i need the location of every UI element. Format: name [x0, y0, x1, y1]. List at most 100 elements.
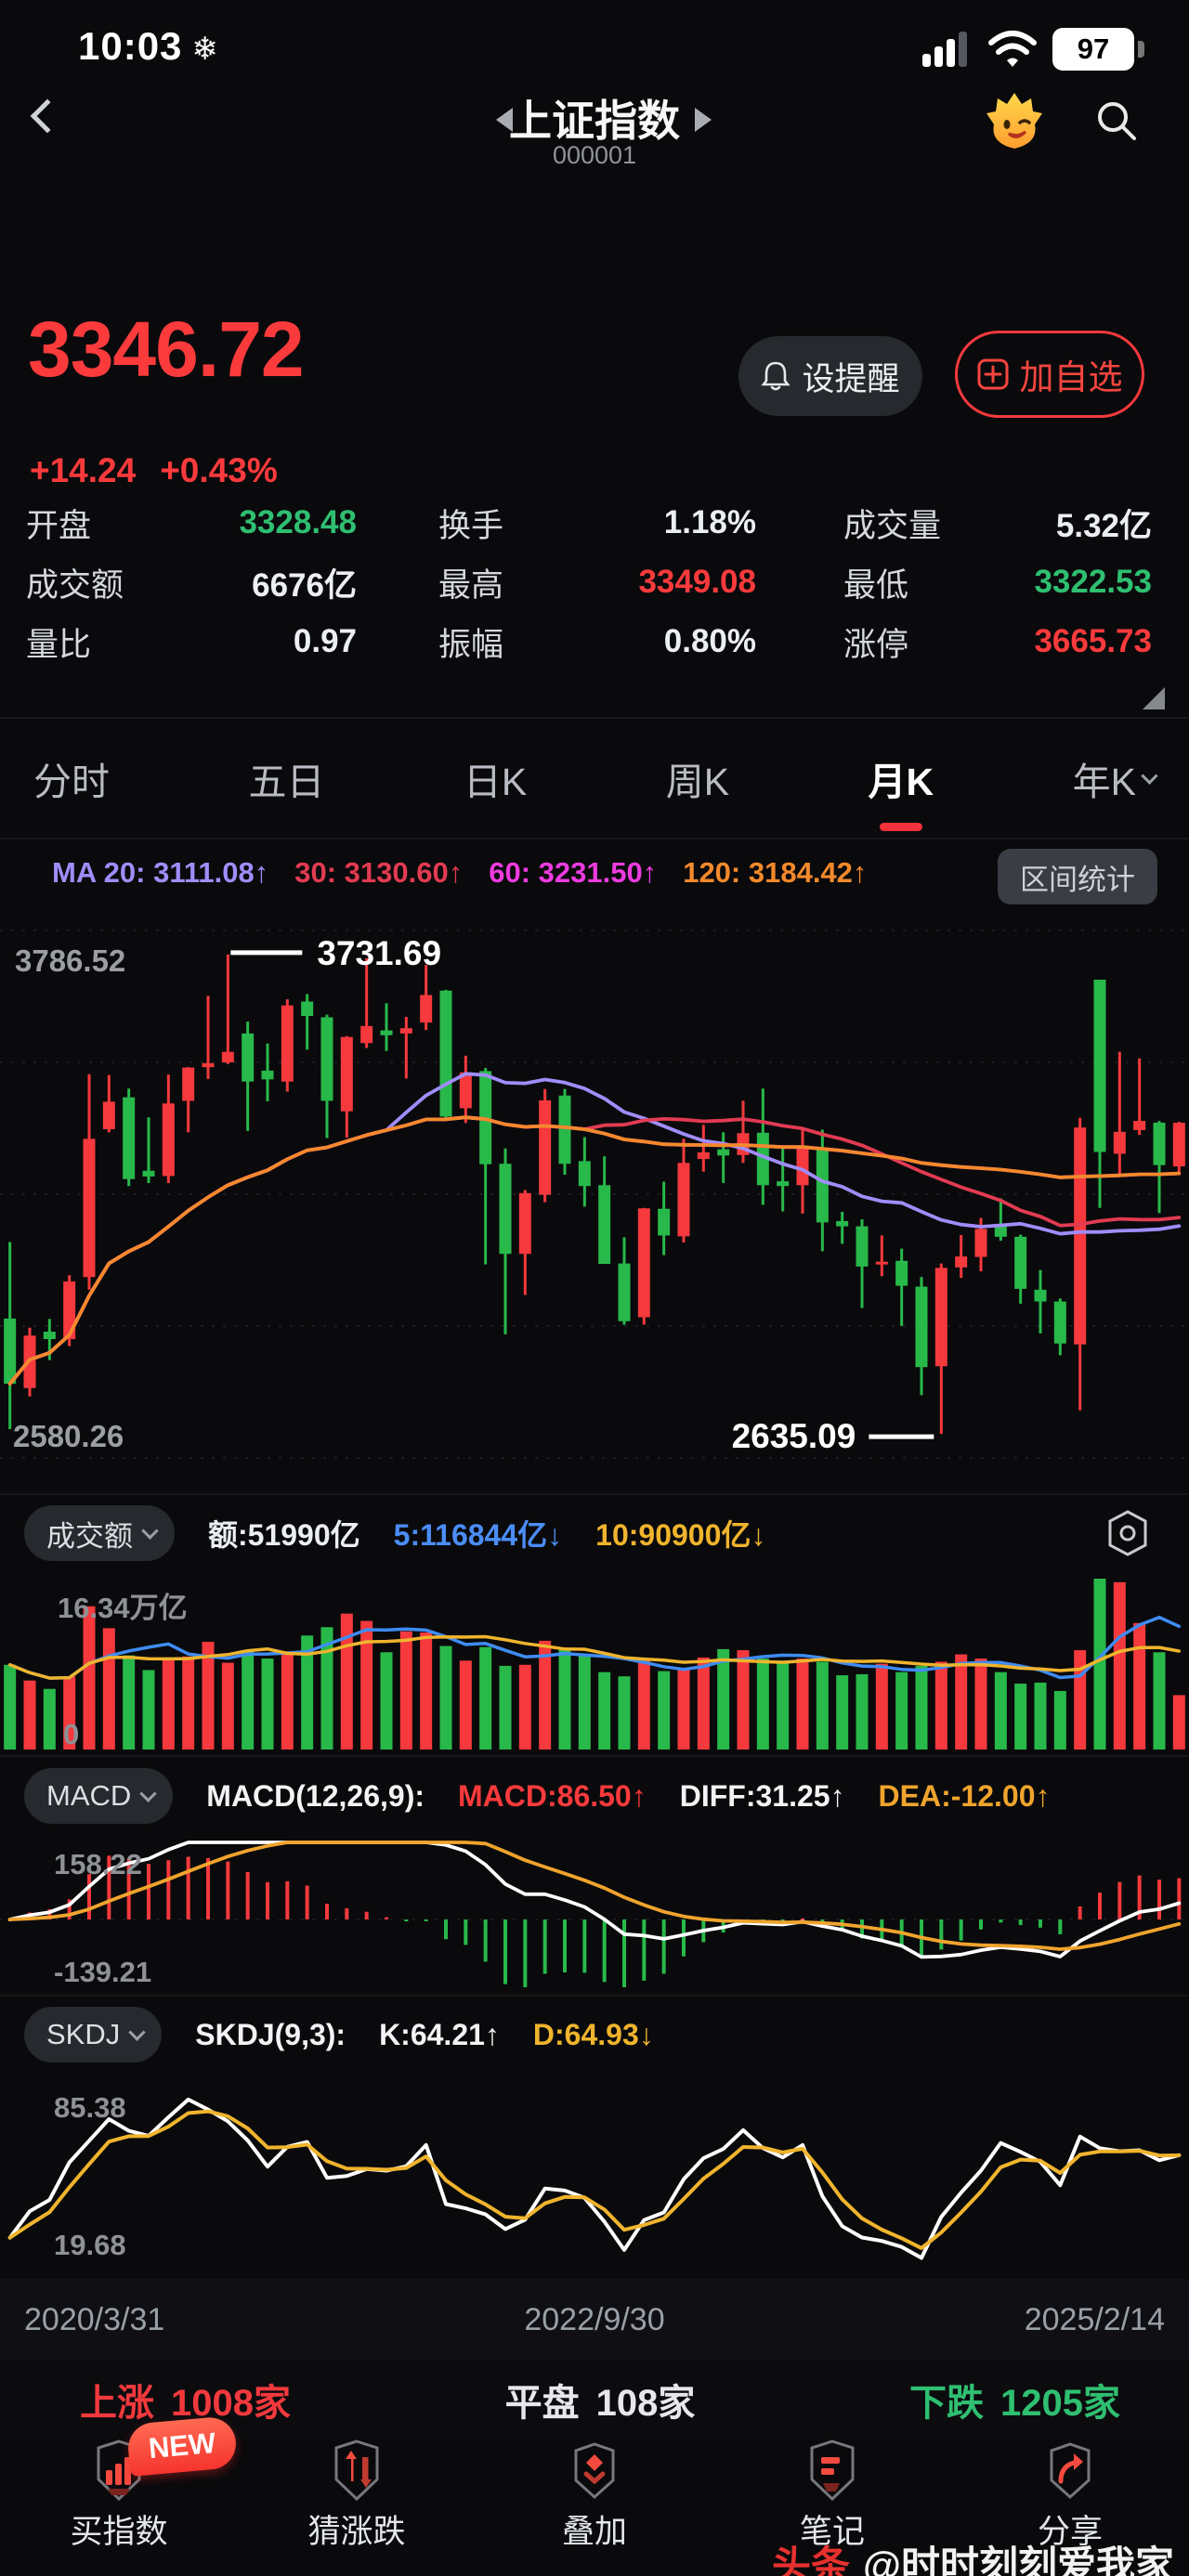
macd-diff: DIFF:31.25↑: [679, 1778, 845, 1813]
skdj-chart[interactable]: 85.38 19.68: [0, 2073, 1189, 2279]
kline-chart[interactable]: 3786.52 2580.26 3731.69 2635.09: [0, 921, 1189, 1482]
stat-value-0: 3328.48: [239, 504, 357, 540]
svg-text:2635.09: 2635.09: [732, 1417, 856, 1455]
stat-label: 量比: [26, 626, 92, 663]
stat-value-1: 1.18%: [663, 504, 756, 540]
battery-icon: 97: [1052, 28, 1134, 71]
decliners[interactable]: 下跌 1205家: [909, 2383, 1120, 2424]
stat-value-6: 0.97: [293, 623, 357, 659]
up-down-arrows-icon: [334, 2439, 379, 2502]
ma30-legend: 30: 3130.60↑: [294, 856, 464, 889]
watermark-brand: 头条: [772, 2543, 851, 2576]
share-icon: [1050, 2442, 1091, 2500]
tab-yuek[interactable]: 月K: [868, 761, 934, 803]
stock-code: 000001: [552, 141, 637, 169]
stat-label: 成交量: [843, 507, 942, 544]
nav-label: 笔记: [799, 2514, 865, 2550]
macd-dea: DEA:-12.00↑: [878, 1778, 1051, 1813]
last-price: 3346.72: [28, 306, 305, 393]
x-axis-mid: 2022/9/30: [524, 2301, 665, 2337]
ma120-legend: 120: 3184.42↑: [683, 856, 868, 889]
stat-label: 最低: [843, 566, 909, 604]
stat-label: 振幅: [438, 626, 504, 663]
watermark-handle: @时时刻刻爱我家: [863, 2543, 1174, 2576]
bar-chart-icon: [97, 2439, 141, 2502]
prev-stock-arrow-icon[interactable]: [496, 108, 513, 132]
x-axis-start: 2020/3/31: [24, 2301, 165, 2337]
nav-notes[interactable]: 笔记: [713, 2439, 951, 2576]
nav-overlay[interactable]: 叠加: [476, 2439, 713, 2576]
svg-text:2580.26: 2580.26: [13, 1419, 124, 1453]
skdj-k: K:64.21↑: [379, 2017, 500, 2051]
chevron-down-icon: [141, 1521, 159, 1540]
stat-value-5: 3322.53: [1034, 564, 1152, 600]
note-icon: [810, 2439, 855, 2502]
stat-value-3: 6676亿: [252, 566, 357, 604]
svg-text:3786.52: 3786.52: [15, 943, 125, 978]
svg-text:16.34万亿: 16.34万亿: [58, 1592, 188, 1624]
stat-value-7: 0.80%: [663, 623, 756, 659]
watermark: 头条 @时时刻刻爱我家: [772, 2534, 1174, 2576]
active-tab-underline: [879, 823, 922, 831]
add-watchlist-button[interactable]: 加自选: [955, 331, 1144, 418]
macd-header: MACD MACD(12,26,9): MACD:86.50↑ DIFF:31.…: [0, 1755, 1189, 1835]
stat-value-8: 3665.73: [1034, 623, 1152, 659]
skdj-formula: SKDJ(9,3):: [195, 2017, 346, 2051]
x-axis: 2020/3/31 2022/9/30 2025/2/14: [0, 2279, 1189, 2361]
nav-label: 买指数: [70, 2514, 168, 2550]
chevron-down-icon: [128, 2023, 146, 2041]
stat-label: 成交额: [26, 566, 124, 604]
svg-text:-139.21: -139.21: [54, 1956, 151, 1988]
tab-wuri[interactable]: 五日: [248, 761, 325, 803]
tab-fenshi[interactable]: 分时: [33, 761, 110, 803]
range-stats-button[interactable]: 区间统计: [998, 849, 1157, 904]
skdj-d: D:64.93↓: [532, 2017, 654, 2051]
ma20-legend: MA 20: 3111.08↑: [52, 856, 269, 889]
nav-guess-updown[interactable]: 猜涨跌: [238, 2439, 476, 2576]
add-box-icon: [977, 358, 1008, 390]
stat-value-4: 3349.08: [638, 564, 756, 600]
x-axis-end: 2025/2/14: [1024, 2301, 1165, 2337]
svg-text:85.38: 85.38: [54, 2091, 126, 2124]
market-breadth: 上涨 1008家 平盘 108家 下跌 1205家: [0, 2361, 1189, 2439]
volume-chart[interactable]: 16.34万亿 0: [0, 1571, 1189, 1755]
nav-label: 分享: [1037, 2514, 1103, 2550]
volume-ma5: 5:116844亿↓: [393, 1518, 563, 1552]
macd-chart[interactable]: 158.22 -139.21: [0, 1835, 1189, 1995]
page-title: 上证指数: [509, 97, 680, 145]
unchanged[interactable]: 平盘 108家: [504, 2383, 696, 2424]
nav-share[interactable]: 分享: [951, 2439, 1189, 2576]
signal-icon: [922, 32, 967, 67]
tab-niank[interactable]: 年K: [1073, 750, 1158, 806]
volume-amount: 额:51990亿: [208, 1518, 360, 1552]
stat-value-2: 5.32亿: [1055, 507, 1152, 544]
skdj-indicator-selector[interactable]: SKDJ: [24, 2007, 163, 2062]
nav-buy-index[interactable]: 买指数 NEW: [0, 2415, 239, 2576]
search-icon[interactable]: [1092, 97, 1141, 145]
tab-zhouk[interactable]: 周K: [665, 761, 730, 803]
macd-value: MACD:86.50↑: [458, 1778, 647, 1813]
stat-label: 开盘: [26, 507, 92, 544]
chevron-down-icon: [139, 1784, 157, 1802]
volume-indicator-selector[interactable]: 成交额: [24, 1505, 175, 1561]
expand-stats-icon[interactable]: [1143, 687, 1165, 709]
snowflake-icon: ❄: [191, 32, 219, 67]
stat-label: 换手: [438, 507, 504, 544]
set-alert-button[interactable]: 设提醒: [738, 336, 922, 416]
chevron-down-icon: [1141, 766, 1158, 785]
ma-legend: MA 20: 3111.08↑ 30: 3130.60↑ 60: 3231.50…: [52, 856, 867, 890]
period-tabbar: 分时 五日 日K 周K 月K 年K: [0, 717, 1189, 839]
tab-rik[interactable]: 日K: [463, 761, 528, 803]
bottom-nav: 买指数 NEW 猜涨跌 叠加: [0, 2415, 1189, 2576]
avatar[interactable]: [985, 91, 1044, 152]
nav-label: 猜涨跌: [307, 2514, 406, 2550]
advancers[interactable]: 上涨 1008家: [80, 2383, 291, 2424]
quote-stats-grid: 开盘 3328.48 换手 1.18% 成交量 5.32亿 成交额 6676亿 最高 33…: [26, 500, 1152, 665]
next-stock-arrow-icon[interactable]: [695, 108, 712, 132]
svg-text:19.68: 19.68: [54, 2229, 126, 2261]
gear-icon[interactable]: [1105, 1509, 1150, 1557]
status-time: 10:03 ❄: [78, 24, 219, 68]
layers-icon: [574, 2442, 615, 2500]
macd-indicator-selector[interactable]: MACD: [24, 1768, 174, 1824]
